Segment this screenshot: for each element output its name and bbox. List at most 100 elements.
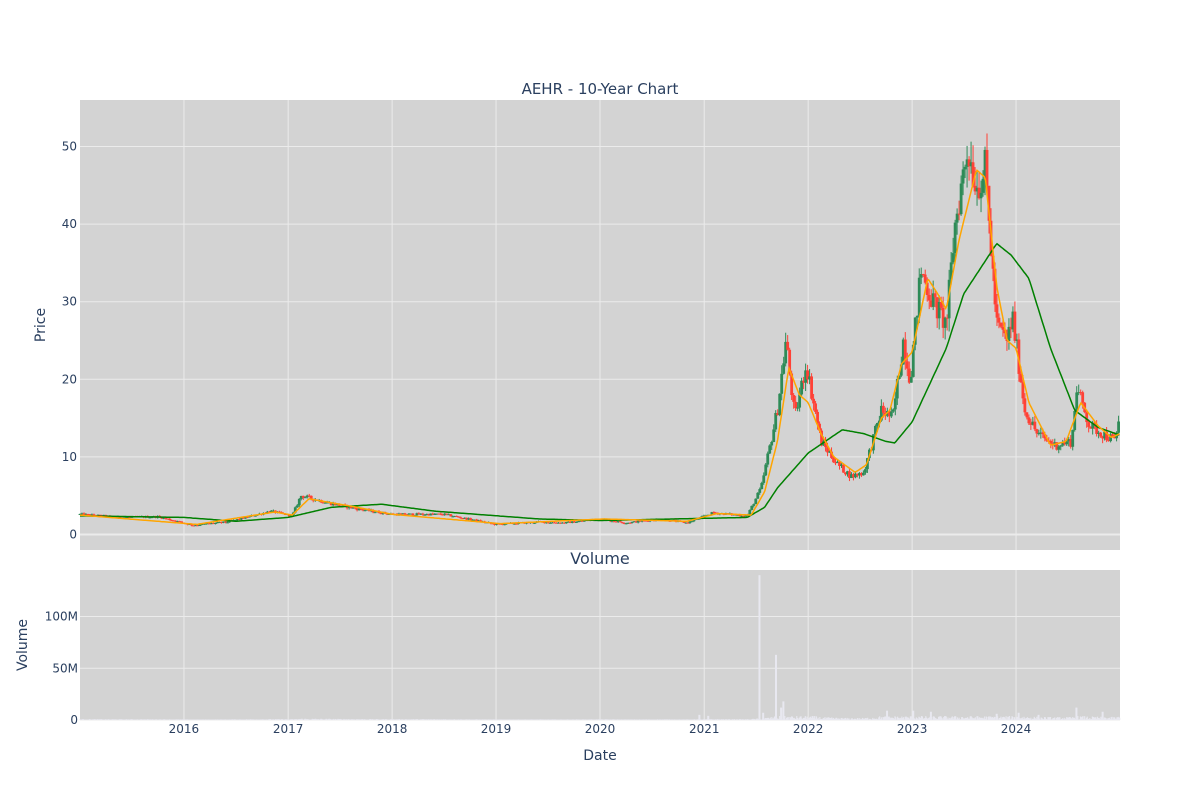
candle-body	[794, 402, 797, 408]
candle-body	[1033, 422, 1036, 429]
candle-body	[814, 403, 817, 412]
candle-body	[800, 381, 803, 395]
candle-body	[304, 497, 307, 498]
candle-body	[449, 514, 452, 516]
candle-body	[1023, 398, 1026, 412]
candle-body	[892, 409, 895, 411]
candle-body	[1081, 392, 1084, 402]
price-y-axis-label: Price	[33, 308, 49, 342]
candle-body	[760, 483, 763, 489]
x-tick-2019: 2019	[481, 722, 512, 736]
price-y-tick-30: 30	[62, 295, 77, 309]
chart-title: AEHR - 10-Year Chart	[522, 80, 679, 98]
volume-bar	[911, 716, 912, 720]
candle-body	[758, 489, 761, 493]
candle-body	[980, 193, 983, 198]
candle-body	[778, 394, 781, 415]
volume-bar	[1119, 718, 1120, 720]
candle-body	[750, 506, 753, 510]
volume-bar-peak	[782, 701, 784, 720]
volume-bar-peak	[1018, 713, 1020, 720]
candle-body	[944, 318, 947, 328]
candle-body	[296, 505, 299, 507]
candle-body	[956, 214, 959, 223]
volume-bar	[1054, 717, 1055, 720]
candle-body	[810, 376, 813, 398]
candle-body	[916, 316, 919, 318]
candle-body	[764, 465, 767, 476]
candle-body	[1087, 422, 1090, 427]
candle-body	[774, 413, 777, 429]
candle-body	[832, 458, 835, 462]
candle-body	[842, 465, 845, 473]
price-y-tick-40: 40	[62, 217, 77, 231]
volume-bar-peak	[707, 716, 709, 720]
candle-body	[770, 442, 773, 445]
volume-bar-peak	[698, 715, 700, 720]
candle-body	[964, 167, 967, 170]
candle-body	[934, 293, 937, 297]
candle-body	[1059, 446, 1062, 447]
x-tick-2016: 2016	[169, 722, 200, 736]
volume-y-axis-label: Volume	[15, 619, 31, 671]
volume-bar-peak	[1102, 712, 1104, 720]
candle-body	[1057, 446, 1060, 449]
candle-body	[780, 374, 783, 394]
candle-body	[1035, 429, 1038, 433]
candle-body	[224, 522, 227, 523]
volume-bar-peak	[886, 711, 888, 720]
candle-body	[1021, 382, 1024, 398]
candle-body	[691, 521, 694, 522]
x-tick-2021: 2021	[689, 722, 720, 736]
volume-y-tick-0: 0	[70, 713, 78, 727]
volume-bar	[1050, 717, 1051, 720]
candle-body	[629, 523, 632, 524]
candle-body	[168, 519, 171, 520]
volume-bar	[975, 717, 976, 720]
candle-body	[1117, 421, 1120, 432]
candle-body	[982, 179, 985, 193]
volume-subplot-title: Volume	[570, 549, 630, 568]
candle-body	[619, 521, 622, 522]
candle-body	[918, 278, 921, 316]
candle-body	[1075, 392, 1078, 411]
volume-bar-peak	[996, 714, 998, 720]
candle-body	[894, 398, 897, 409]
volume-bar-peak	[780, 708, 782, 720]
volume-bar-peak	[762, 713, 764, 720]
candle-body	[1027, 417, 1030, 423]
candle-body	[864, 469, 867, 473]
candle-body	[766, 454, 769, 465]
x-tick-2022: 2022	[793, 722, 824, 736]
candle-body	[962, 169, 965, 183]
volume-bar-peak	[1075, 708, 1077, 720]
candle-body	[786, 342, 789, 350]
candle-body	[928, 295, 931, 301]
candle-body	[772, 429, 775, 442]
candle-body	[533, 523, 536, 524]
x-tick-2017: 2017	[273, 722, 304, 736]
candle-body	[998, 318, 1001, 323]
x-tick-2024: 2024	[1001, 722, 1032, 736]
candle-body	[924, 275, 927, 283]
candle-body	[1071, 430, 1074, 447]
volume-bar-peak	[912, 711, 914, 720]
candle-body	[882, 406, 885, 413]
candle-body	[792, 395, 795, 402]
candle-body	[298, 499, 301, 505]
candle-body	[762, 475, 765, 483]
candle-body	[796, 408, 799, 409]
candle-body	[768, 445, 771, 453]
price-y-tick-20: 20	[62, 372, 77, 386]
candle-body	[954, 223, 957, 253]
candle-body	[996, 304, 999, 317]
volume-bar	[986, 717, 987, 720]
candle-body	[754, 499, 757, 504]
x-tick-2018: 2018	[377, 722, 408, 736]
candle-body	[960, 184, 963, 215]
candle-body	[812, 399, 815, 404]
candle-body	[890, 412, 893, 417]
